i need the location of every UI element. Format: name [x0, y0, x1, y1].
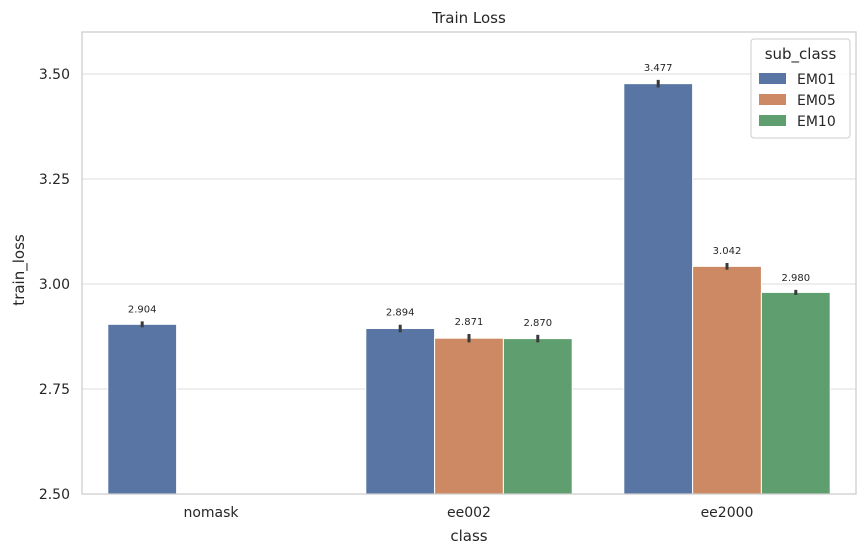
bars: [107, 83, 831, 495]
bar-em05-ee002: [434, 337, 504, 495]
legend-swatch-em05: [759, 94, 786, 105]
legend-swatch-em01: [759, 73, 786, 84]
bar-em10-ee002: [502, 338, 573, 495]
x-tick-label: nomask: [183, 505, 239, 521]
legend-title: sub_class: [765, 45, 837, 64]
x-tick-label: ee002: [447, 505, 491, 521]
legend-swatch-em10: [759, 115, 786, 126]
data-label: 2.894: [386, 308, 415, 319]
legend-box: [750, 38, 851, 139]
bar-em01-ee2000: [623, 83, 694, 495]
y-tick-label: 2.50: [39, 487, 70, 503]
x-axis-label: class: [450, 527, 487, 545]
y-tick-labels: 2.50 2.75 3.00 3.25 3.50: [39, 67, 70, 503]
data-label: 2.871: [455, 317, 484, 328]
bar-em05-ee2000: [692, 265, 762, 495]
y-tick-label: 3.00: [39, 277, 70, 293]
legend-label-em05: EM05: [797, 93, 836, 109]
x-tick-labels: nomask ee002 ee2000: [183, 505, 753, 521]
error-bars: [140, 79, 798, 343]
legend-label-em10: EM10: [797, 114, 836, 130]
data-label: 2.980: [781, 273, 810, 284]
y-tick-label: 2.75: [39, 382, 70, 398]
bar-em01-ee002: [365, 328, 436, 495]
bar-em10-ee2000: [760, 291, 831, 495]
bar-em01-nomask: [107, 323, 178, 495]
legend-label-em01: EM01: [797, 72, 836, 88]
y-tick-label: 3.25: [39, 172, 70, 188]
y-tick-label: 3.50: [39, 67, 70, 83]
chart-title: Train Loss: [431, 9, 506, 27]
data-label: 3.477: [644, 63, 673, 74]
legend: sub_class EM01 EM05 EM10: [750, 38, 851, 139]
data-label: 3.042: [713, 246, 742, 257]
x-tick-label: ee2000: [701, 505, 754, 521]
data-label: 2.904: [128, 304, 157, 315]
data-label: 2.870: [523, 318, 552, 329]
data-labels: 2.904 2.894 2.871 2.870 3.477 3.042 2.980: [128, 63, 810, 329]
plot-frame: [81, 31, 857, 495]
y-axis-label: train_loss: [10, 234, 29, 306]
